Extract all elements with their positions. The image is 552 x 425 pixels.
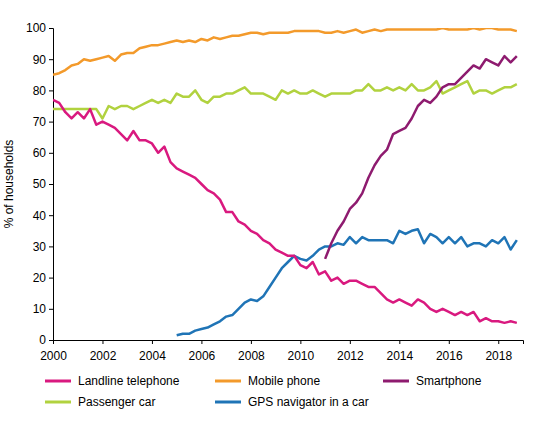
tick-label: 90: [33, 53, 47, 67]
tick-label: 100: [26, 21, 46, 35]
tick: 60: [33, 146, 53, 160]
legend: Landline telephone Mobile phone Smartphone…: [45, 374, 482, 409]
tick-mark: [49, 215, 53, 216]
tick-label: 2000: [40, 349, 67, 363]
tick-label: 2004: [139, 349, 166, 363]
legend-item: GPS navigator in a car: [215, 395, 369, 409]
legend-item: Landline telephone: [45, 374, 180, 388]
tick: 40: [33, 209, 53, 223]
tick-mark: [49, 153, 53, 154]
plot-area: 2000200220042006200820102012201420162018…: [26, 21, 524, 363]
legend-label: Passenger car: [78, 395, 155, 409]
tick: 100: [26, 21, 53, 35]
axis-line: [54, 341, 524, 345]
legend-item: Smartphone: [383, 374, 482, 388]
tick: 2014: [386, 340, 413, 363]
tick-label: 2002: [90, 349, 117, 363]
tick-mark: [49, 309, 53, 310]
tick-mark: [49, 278, 53, 279]
legend-swatch: [45, 401, 71, 404]
tick-label: 70: [33, 115, 47, 129]
x-axis: 2000 2002 2004 2006 2008 2010 2012 2014 2016 2018: [40, 340, 523, 363]
tick-label: 2016: [436, 349, 463, 363]
lines: [53, 28, 517, 335]
legend-swatch: [383, 380, 409, 383]
series-line: [325, 56, 517, 259]
tick: 0: [39, 333, 53, 347]
tick-label: 30: [33, 240, 47, 254]
series-line: [53, 100, 517, 323]
series-line: [53, 28, 517, 75]
legend-swatch: [215, 380, 241, 383]
tick-mark: [49, 340, 53, 341]
tick-label: 40: [33, 209, 47, 223]
series-line: [53, 81, 517, 118]
chart: 2000200220042006200820102012201420162018…: [0, 0, 552, 425]
tick: 2012: [337, 340, 364, 363]
tick-mark: [498, 340, 499, 344]
y-axis: 0 10 20 30 40 50 60 70 80 90 100: [26, 21, 54, 347]
legend-item: Passenger car: [45, 395, 155, 409]
tick-mark: [49, 28, 53, 29]
tick-mark: [350, 340, 351, 344]
tick-mark: [49, 59, 53, 60]
legend-item: Mobile phone: [215, 374, 320, 388]
tick-mark: [300, 340, 301, 344]
tick: 80: [33, 84, 53, 98]
tick-mark: [49, 122, 53, 123]
tick: 70: [33, 115, 53, 129]
tick-label: 2008: [238, 349, 265, 363]
tick-mark: [201, 340, 202, 344]
legend-swatch: [215, 401, 241, 404]
tick-mark: [49, 246, 53, 247]
tick-label: 20: [33, 271, 47, 285]
axis-line: [49, 29, 54, 341]
tick-label: 60: [33, 146, 47, 160]
tick-mark: [102, 340, 103, 344]
y-axis-title: % of households: [2, 140, 16, 229]
legend-label: Mobile phone: [248, 374, 320, 388]
legend-label: Smartphone: [416, 374, 482, 388]
tick-label: 2010: [288, 349, 315, 363]
tick: 2004: [139, 340, 166, 363]
legend-swatch: [45, 380, 71, 383]
tick-mark: [399, 340, 400, 344]
tick: 50: [33, 177, 53, 191]
tick-label: 80: [33, 84, 47, 98]
tick: 2018: [485, 340, 512, 363]
tick-label: 10: [33, 302, 47, 316]
tick-mark: [152, 340, 153, 344]
tick: 2006: [189, 340, 216, 363]
tick-label: 2012: [337, 349, 364, 363]
tick-mark: [251, 340, 252, 344]
tick: 20: [33, 271, 53, 285]
tick-mark: [49, 90, 53, 91]
tick-label: 0: [39, 333, 46, 347]
legend-label: Landline telephone: [78, 374, 180, 388]
tick-label: 2014: [386, 349, 413, 363]
tick-label: 50: [33, 177, 47, 191]
tick: 2008: [238, 340, 265, 363]
tick-label: 2018: [485, 349, 512, 363]
tick: 90: [33, 53, 53, 67]
tick-mark: [449, 340, 450, 344]
tick: 2016: [436, 340, 463, 363]
tick: 2010: [288, 340, 315, 363]
tick-label: 2006: [189, 349, 216, 363]
tick: 30: [33, 240, 53, 254]
legend-label: GPS navigator in a car: [248, 395, 369, 409]
tick-mark: [49, 184, 53, 185]
tick: 10: [33, 302, 53, 316]
tick: 2002: [90, 340, 117, 363]
